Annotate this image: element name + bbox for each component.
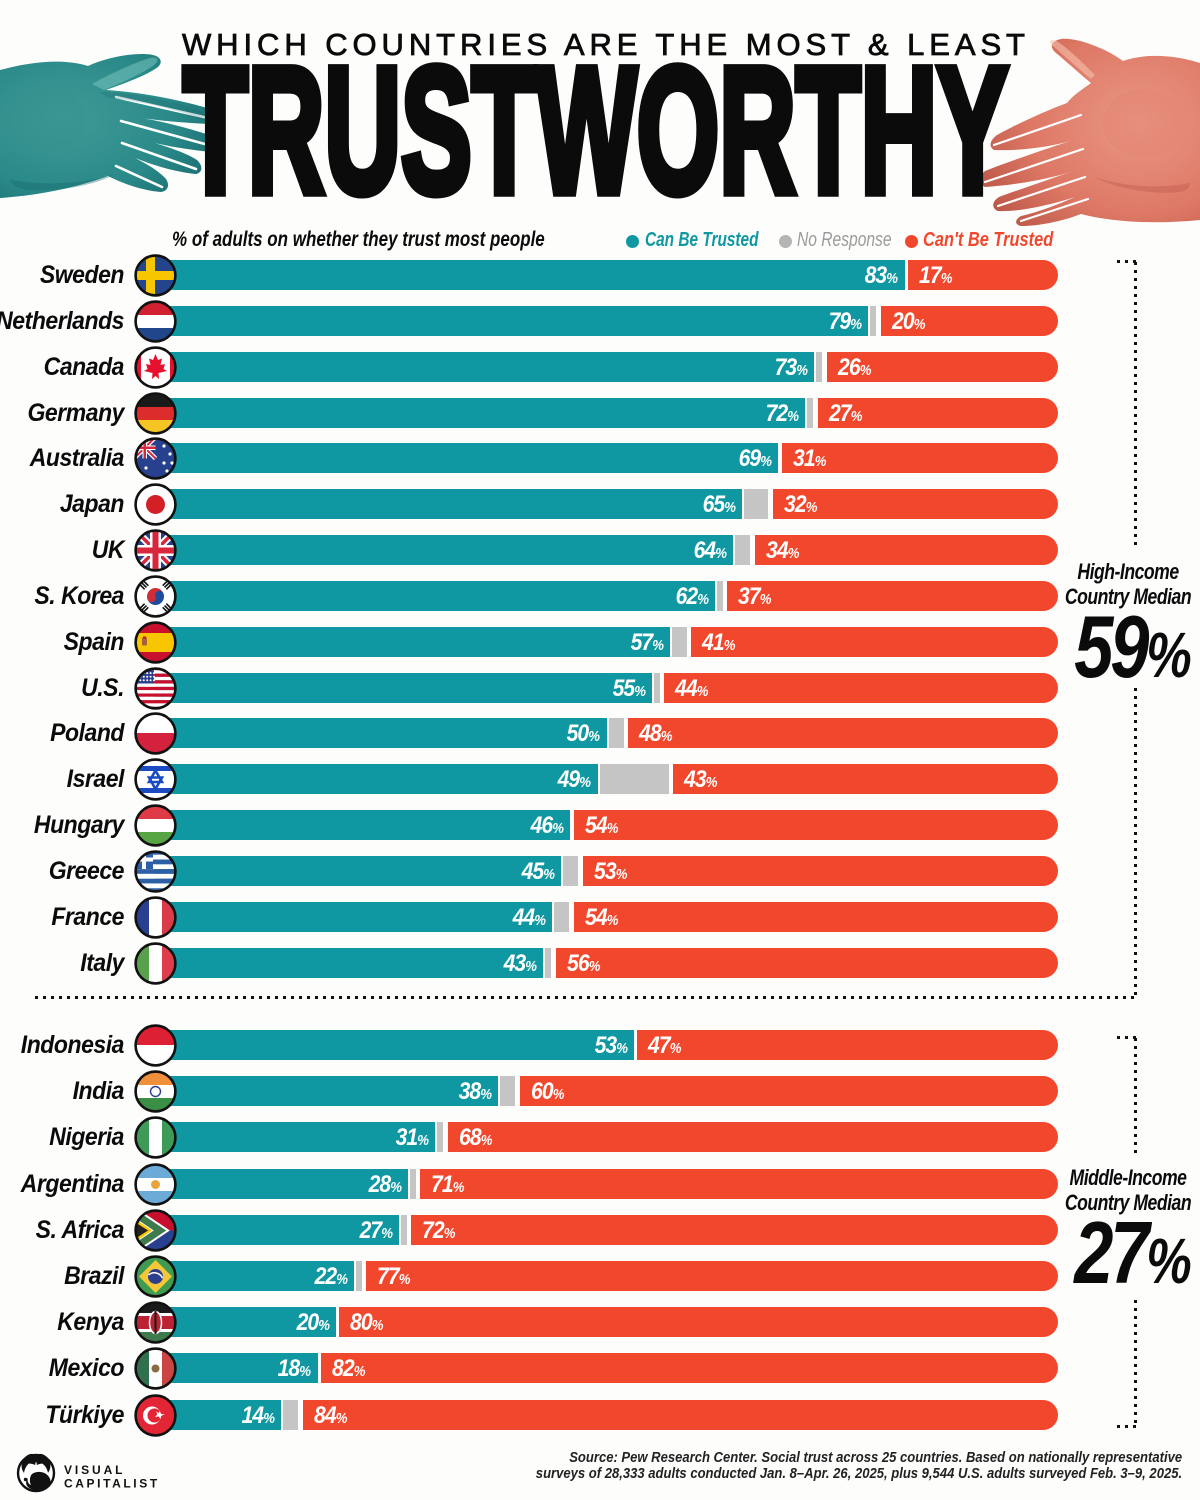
svg-text:VISUAL: VISUAL (64, 1463, 125, 1477)
svg-text:TRUSTWORTHY: TRUSTWORTHY (183, 30, 1008, 230)
svg-text:CAPITALIST: CAPITALIST (64, 1477, 160, 1491)
